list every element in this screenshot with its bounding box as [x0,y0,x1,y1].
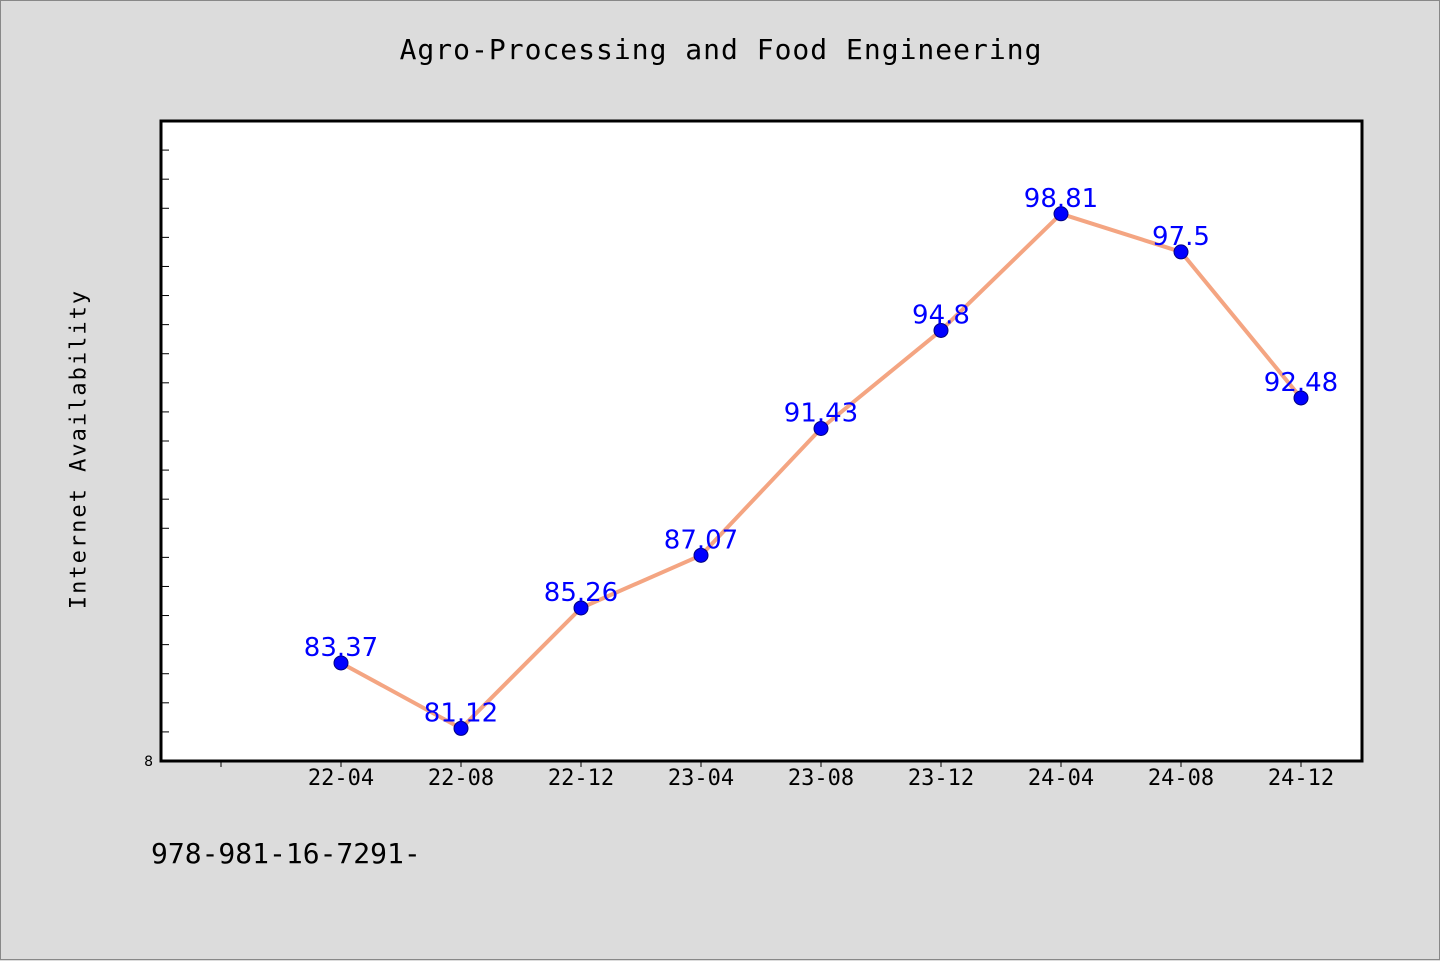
data-point [933,322,949,338]
x-tick-label: 22-12 [548,766,614,791]
data-label: 83.37 [304,633,378,663]
data-label: 81.12 [424,698,498,728]
x-tick-label: 23-08 [788,766,854,791]
data-label: 91.43 [784,398,858,428]
data-labels: 83.37 81.12 85.26 87.07 91.43 94.8 98.81 97.5 92… [304,184,1338,729]
data-point [1293,390,1309,406]
chart-title: Agro-Processing and Food Engineering [399,33,1043,66]
data-point [1053,206,1069,222]
x-tick-label: 22-08 [428,766,494,791]
data-point [453,720,469,736]
data-label: 87.07 [664,525,738,555]
x-tick-label: 23-12 [908,766,974,791]
x-tick-label: 22-04 [308,766,374,791]
x-tick-label: 23-04 [668,766,734,791]
data-label: 94.8 [912,300,970,330]
data-label: 98.81 [1024,184,1098,214]
data-label: 85.26 [544,578,618,608]
data-label: 92.48 [1264,368,1338,398]
data-point [333,655,349,671]
data-point [813,420,829,436]
data-point [693,547,709,563]
footer-code: 978-981-16-7291- [151,837,421,870]
x-tick-label: 24-12 [1268,766,1334,791]
data-points [333,206,1309,736]
y-axis-min-label: 8 [144,754,153,770]
y-axis-ticks [161,149,169,733]
data-label: 97.5 [1152,222,1210,252]
plot-area [159,119,1364,763]
data-point [1173,244,1189,260]
data-point [573,600,589,616]
x-axis-ticks: 22-04 22-08 22-12 23-04 23-08 23-12 24-04 24-08… [220,761,1334,791]
x-tick-label: 24-08 [1148,766,1214,791]
x-tick-label: 24-04 [1028,766,1094,791]
